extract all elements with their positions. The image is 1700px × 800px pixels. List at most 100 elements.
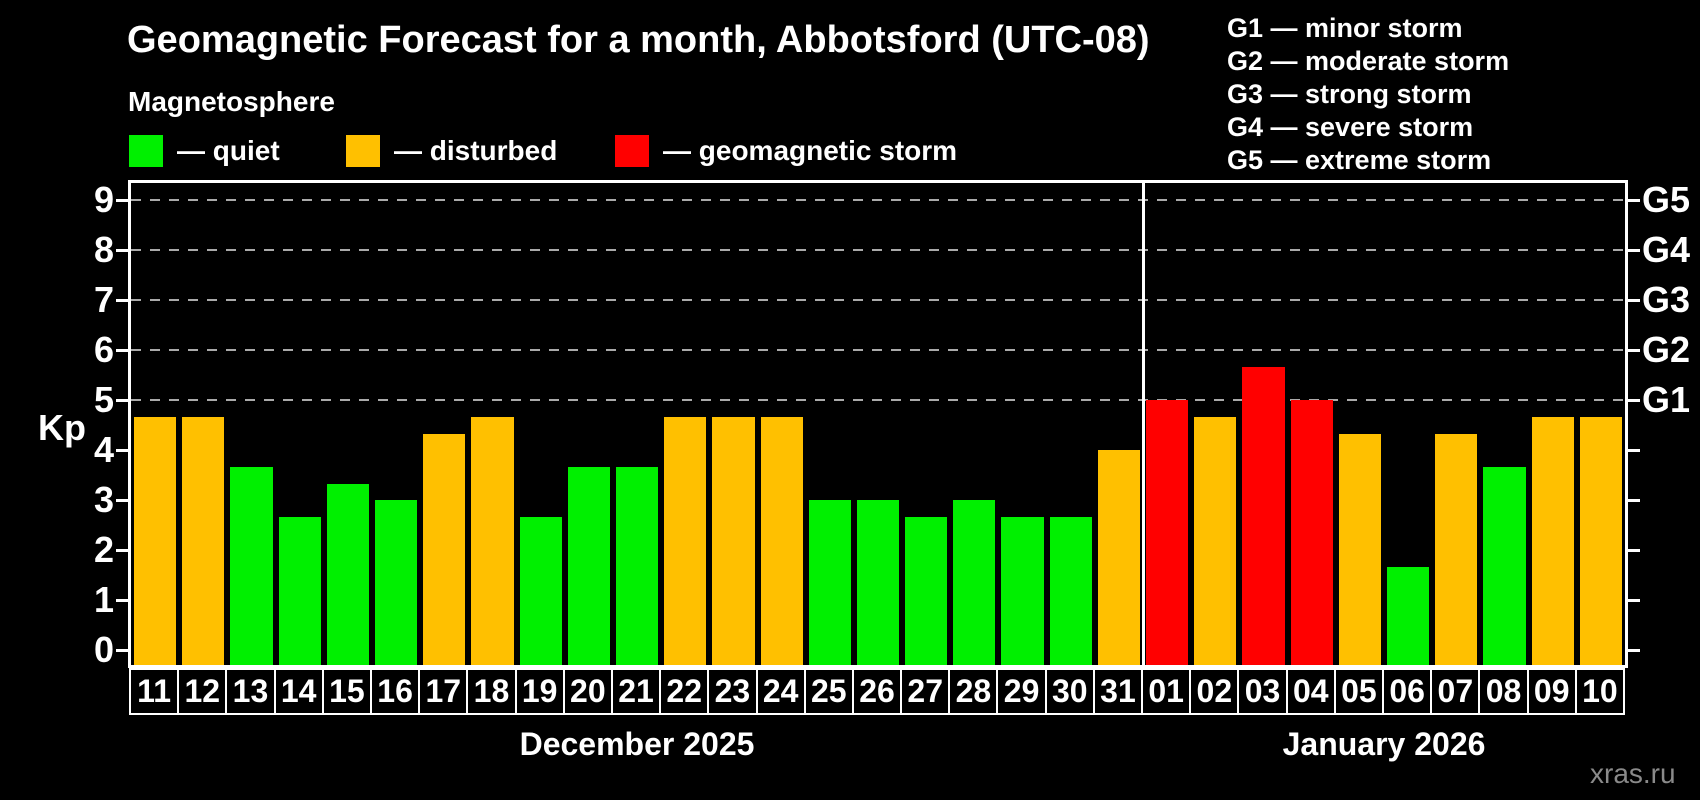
bar-day-08	[1483, 466, 1526, 665]
bar-day-21	[615, 466, 659, 665]
bar-day-28	[953, 500, 996, 665]
chart-title: Geomagnetic Forecast for a month, Abbots…	[127, 19, 1150, 61]
bar-day-29	[1001, 516, 1044, 665]
storm-color-swatch	[615, 135, 649, 167]
day-label-20: 20	[562, 668, 613, 715]
y-tick-left-7	[116, 298, 128, 302]
bar-day-05	[1338, 433, 1382, 665]
watermark: xras.ru	[1590, 758, 1676, 789]
bar-day-14	[278, 516, 321, 665]
gridline-kp-8	[131, 249, 1625, 251]
y-tick-right-1	[1628, 598, 1640, 602]
day-label-03: 03	[1237, 668, 1288, 715]
day-label-15: 15	[321, 668, 372, 715]
bar-day-27	[905, 516, 948, 665]
y-tick-right-9	[1628, 198, 1640, 202]
g-label-G4: G4	[1642, 229, 1691, 270]
quiet-color-swatch	[129, 135, 163, 167]
day-label-21: 21	[610, 668, 662, 715]
bar-day-11	[134, 416, 177, 665]
bar-day-16	[374, 500, 418, 665]
y-tick-label-5: 5	[93, 379, 114, 420]
day-label-08: 08	[1478, 668, 1529, 715]
g-label-G1: G1	[1642, 379, 1691, 420]
day-label-07: 07	[1430, 668, 1481, 715]
g-scale-legend-line-g5: G5 — extreme storm	[1227, 145, 1492, 175]
bar-day-25	[808, 500, 851, 665]
gridline-kp-5	[131, 399, 1625, 401]
y-tick-right-5	[1628, 398, 1640, 402]
bar-day-23	[712, 416, 755, 665]
day-label-25: 25	[803, 668, 854, 715]
bar-day-18	[471, 416, 514, 665]
g-scale-legend-line-g3: G3 — strong storm	[1227, 79, 1472, 109]
g-label-G3: G3	[1642, 279, 1691, 320]
y-tick-right-3	[1628, 498, 1640, 502]
legend-item-storm: — geomagnetic storm	[615, 135, 957, 167]
y-tick-right-4	[1628, 448, 1640, 452]
y-tick-right-2	[1628, 548, 1640, 552]
y-tick-label-1: 1	[93, 579, 114, 620]
y-tick-label-7: 7	[93, 279, 114, 320]
month-separator-line	[1141, 183, 1145, 665]
legend-item-disturbed: — disturbed	[346, 135, 557, 167]
day-label-19: 19	[514, 668, 565, 715]
y-tick-label-4: 4	[93, 429, 114, 470]
bar-day-09	[1531, 416, 1574, 665]
y-tick-label-6: 6	[93, 329, 114, 370]
day-label-14: 14	[273, 668, 324, 715]
legend-title: Magnetosphere	[128, 86, 335, 117]
day-label-10: 10	[1574, 668, 1625, 715]
g-label-G2: G2	[1642, 329, 1691, 370]
day-label-05: 05	[1333, 668, 1385, 715]
disturbed-color-swatch	[346, 135, 380, 167]
day-label-01: 01	[1141, 668, 1192, 715]
month-label-december: December 2025	[519, 726, 755, 762]
g-label-G5: G5	[1642, 179, 1691, 220]
y-tick-right-7	[1628, 298, 1640, 302]
bar-day-31	[1097, 450, 1141, 665]
g-scale-legend-line-g4: G4 — severe storm	[1227, 112, 1474, 142]
y-axis-title: Kp	[38, 407, 86, 448]
day-label-17: 17	[418, 668, 469, 715]
bar-day-12	[182, 416, 225, 665]
gridline-kp-9	[131, 199, 1625, 201]
day-label-24: 24	[755, 668, 806, 715]
day-label-23: 23	[707, 668, 758, 715]
y-tick-left-3	[116, 498, 128, 502]
bar-day-06	[1387, 566, 1430, 665]
day-label-09: 09	[1526, 668, 1577, 715]
day-label-27: 27	[900, 668, 951, 715]
y-tick-label-3: 3	[93, 479, 114, 520]
y-tick-label-2: 2	[93, 529, 114, 570]
bar-day-20	[567, 466, 610, 665]
day-label-11: 11	[129, 668, 180, 715]
y-tick-right-8	[1628, 248, 1640, 252]
day-label-18: 18	[466, 668, 517, 715]
gridline-kp-6	[131, 349, 1625, 351]
legend-item-label: — geomagnetic storm	[663, 135, 958, 166]
day-label-02: 02	[1189, 668, 1240, 715]
day-label-22: 22	[659, 668, 710, 715]
legend-item-quiet: — quiet	[129, 135, 280, 167]
bar-day-15	[326, 483, 369, 665]
y-tick-right-0	[1628, 648, 1640, 652]
bar-day-04	[1290, 400, 1333, 665]
day-label-12: 12	[177, 668, 228, 715]
y-tick-label-9: 9	[93, 179, 114, 220]
day-label-28: 28	[948, 668, 999, 715]
y-tick-left-4	[116, 448, 128, 452]
day-label-31: 31	[1092, 668, 1144, 715]
day-label-29: 29	[996, 668, 1047, 715]
bar-day-03	[1242, 366, 1285, 665]
y-tick-label-8: 8	[93, 229, 114, 270]
day-label-16: 16	[369, 668, 421, 715]
y-tick-left-8	[116, 248, 128, 252]
y-tick-left-2	[116, 548, 128, 552]
day-label-04: 04	[1285, 668, 1336, 715]
bar-day-02	[1194, 416, 1237, 665]
day-label-30: 30	[1044, 668, 1095, 715]
plot-area	[128, 180, 1628, 668]
bar-day-13	[230, 466, 273, 665]
